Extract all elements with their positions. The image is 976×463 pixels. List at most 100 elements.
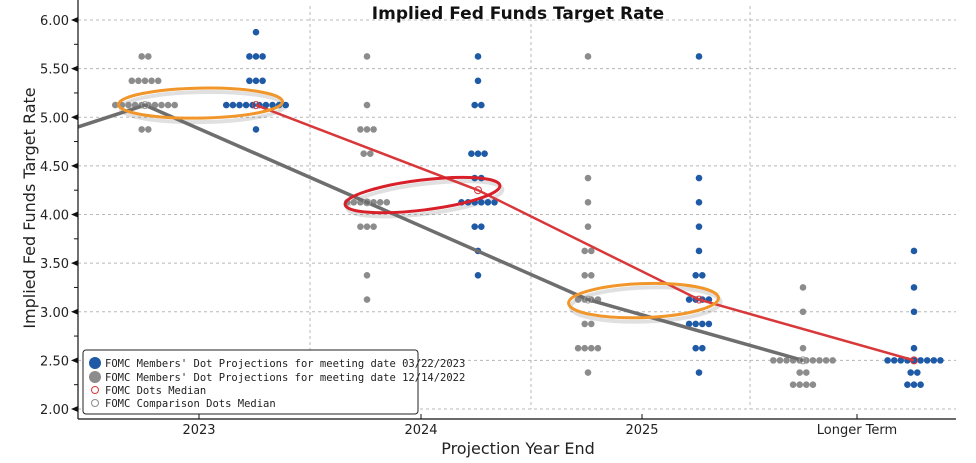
comparison-dot bbox=[125, 101, 132, 109]
comparison-dot bbox=[803, 369, 810, 376]
comparison-dot bbox=[363, 296, 371, 303]
x-axis-title: Projection Year End bbox=[441, 439, 595, 458]
current-dot bbox=[692, 344, 699, 352]
current-dot bbox=[914, 369, 921, 376]
y-tick-label: 2.00 bbox=[40, 403, 69, 418]
current-dot bbox=[917, 381, 924, 388]
axes-layer: 2.00 2.50 3.00 3.50 4.00 4.50 5.00 5.50 6.00 2023… bbox=[40, 0, 956, 438]
x-tick-label: 2024 bbox=[404, 423, 437, 438]
highlight-ellipse-2023 bbox=[117, 86, 284, 120]
comparison-median-marker bbox=[363, 198, 371, 207]
comparison-dot bbox=[171, 101, 178, 109]
current-dot bbox=[269, 101, 276, 109]
comparison-dot bbox=[363, 223, 371, 230]
median-marker bbox=[252, 101, 260, 110]
current-dot bbox=[246, 53, 253, 60]
comparison-dot bbox=[376, 199, 384, 206]
current-dot bbox=[930, 357, 938, 364]
legend-item-median: FOMC Dots Median bbox=[91, 385, 206, 397]
comparison-dot bbox=[363, 101, 371, 109]
y-tick-mark bbox=[71, 65, 78, 72]
comparison-dot bbox=[584, 199, 592, 206]
current-dot bbox=[910, 247, 918, 255]
legend-marker-current bbox=[89, 357, 101, 369]
legend-label-comparison-median: FOMC Comparison Dots Median bbox=[105, 398, 276, 410]
current-dot bbox=[282, 101, 290, 109]
comparison-dot bbox=[363, 53, 371, 60]
comparison-dot bbox=[145, 53, 152, 60]
current-dot bbox=[910, 308, 918, 316]
current-dot bbox=[910, 284, 918, 291]
x-tick-label: 2023 bbox=[182, 423, 215, 438]
comparison-dot bbox=[809, 381, 817, 388]
comparison-dot bbox=[783, 357, 790, 364]
current-dot bbox=[695, 199, 703, 206]
current-dot bbox=[229, 101, 237, 109]
median-marker bbox=[695, 295, 703, 304]
comparison-dot bbox=[776, 357, 784, 364]
comparison-dot bbox=[588, 247, 595, 255]
current-dot bbox=[685, 296, 693, 303]
legend-item-comparison: FOMC Members' Dot Projections for meetin… bbox=[89, 371, 465, 384]
comparison-dot bbox=[158, 101, 165, 109]
comparison-dot bbox=[363, 126, 371, 133]
y-tick-label: 5.00 bbox=[40, 111, 69, 126]
comparison-dot bbox=[574, 296, 582, 303]
comparison-dot bbox=[584, 174, 592, 182]
comparison-dot bbox=[138, 126, 145, 133]
comparison-dot bbox=[594, 344, 602, 352]
current-dot bbox=[699, 320, 706, 328]
comparison-dot bbox=[141, 77, 149, 85]
current-dot bbox=[242, 101, 250, 109]
comparison-dot bbox=[370, 126, 377, 133]
comparison-dot bbox=[164, 101, 172, 109]
current-dot bbox=[695, 369, 703, 376]
comparison-dot bbox=[588, 320, 595, 328]
comparison-dot bbox=[357, 126, 364, 133]
y-tick-label: 2.50 bbox=[40, 354, 69, 369]
current-dot bbox=[907, 369, 914, 376]
current-dot bbox=[884, 357, 891, 364]
legend-box bbox=[82, 349, 419, 415]
comparison-dot bbox=[145, 126, 152, 133]
y-tick-mark bbox=[71, 211, 78, 218]
comparison-dot bbox=[581, 247, 588, 255]
current-dot bbox=[910, 381, 918, 388]
current-dot bbox=[474, 150, 482, 158]
current-dot bbox=[252, 28, 260, 36]
x-tick-label: 2025 bbox=[625, 423, 658, 438]
comparison-dot bbox=[128, 77, 136, 85]
legend-item-current: FOMC Members' Dot Projections for meetin… bbox=[89, 357, 465, 370]
legend-marker-median bbox=[91, 386, 99, 394]
comparison-dot bbox=[796, 381, 803, 388]
current-dot bbox=[259, 77, 266, 85]
current-dot bbox=[474, 77, 482, 85]
current-dot bbox=[484, 199, 492, 206]
current-dot bbox=[890, 357, 898, 364]
comparison-dot bbox=[809, 357, 817, 364]
comparison-dot bbox=[135, 77, 142, 85]
current-dot bbox=[236, 101, 243, 109]
annotation-layer bbox=[118, 89, 723, 324]
current-dot bbox=[695, 223, 703, 230]
legend-label-median: FOMC Dots Median bbox=[105, 385, 206, 397]
grid-layer bbox=[78, 6, 956, 410]
current-dot bbox=[223, 101, 230, 109]
median-marker bbox=[474, 186, 482, 195]
current-dot bbox=[246, 77, 253, 85]
comparison-dot bbox=[789, 381, 797, 388]
comparison-median-marker bbox=[584, 295, 592, 304]
current-dot bbox=[923, 357, 931, 364]
comparison-dot bbox=[363, 271, 371, 279]
current-dot bbox=[262, 101, 270, 109]
comparison-dot bbox=[360, 150, 368, 158]
comparison-dot bbox=[584, 53, 592, 60]
comparison-dot bbox=[383, 199, 391, 206]
y-tick-mark bbox=[71, 357, 78, 364]
current-dot bbox=[937, 357, 944, 364]
comparison-dot bbox=[584, 223, 592, 230]
current-dot bbox=[897, 357, 905, 364]
y-tick-mark bbox=[71, 17, 78, 23]
current-dot bbox=[478, 101, 485, 109]
comparison-dot bbox=[584, 369, 592, 376]
